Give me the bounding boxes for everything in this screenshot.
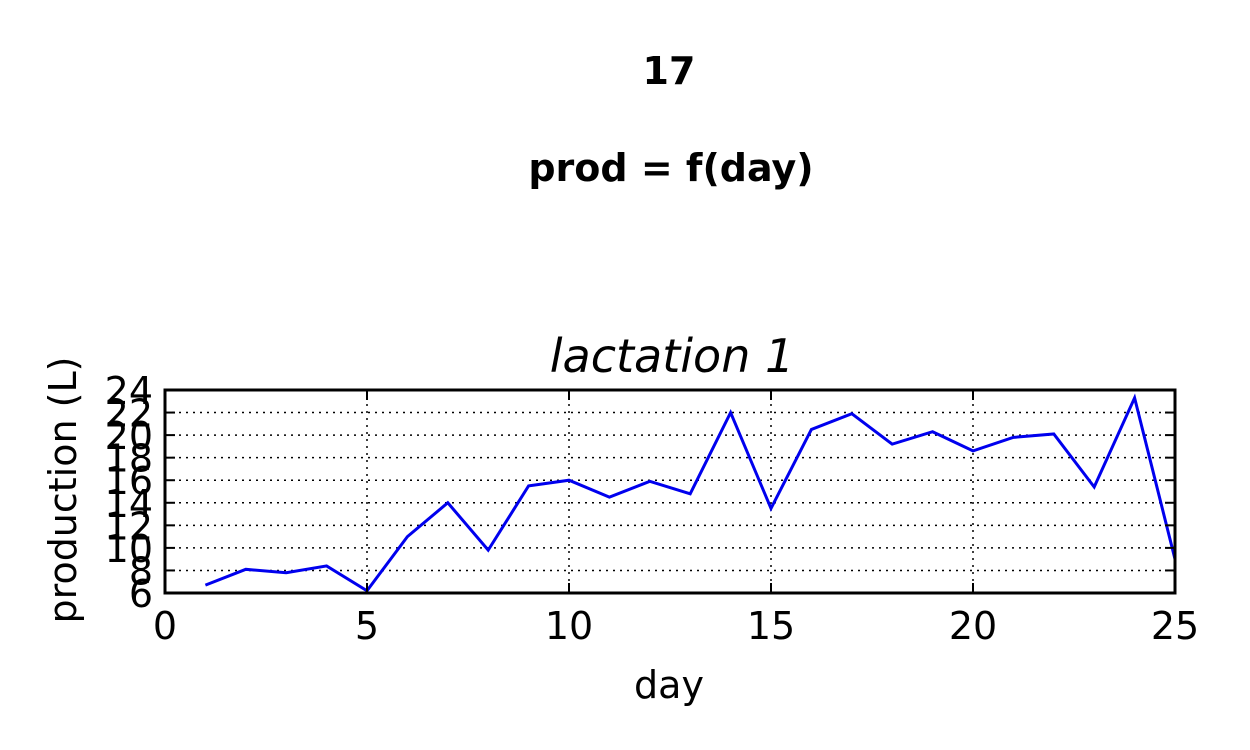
y-tick-label-7: 20 (105, 414, 153, 458)
y-tick-label-9: 24 (105, 369, 153, 413)
x-tick-label-1: 5 (355, 604, 379, 648)
y-tick-label-1: 8 (129, 549, 153, 593)
y-tick-label-5: 16 (105, 459, 153, 503)
y-tick-label-6: 18 (105, 437, 153, 481)
x-tick-label-2: 10 (545, 604, 593, 648)
y-tick-label-8: 22 (105, 392, 153, 436)
x-tick-label-3: 15 (747, 604, 795, 648)
x-axis-label: day (634, 663, 704, 707)
suptitle-line-1: 17 (643, 49, 696, 93)
plot-frame (163, 388, 1177, 595)
y-tick-label-2: 10 (105, 527, 153, 571)
y-tick-label-4: 14 (105, 482, 153, 526)
y-tick-label-3: 12 (105, 504, 153, 548)
x-tick-label-5: 25 (1151, 604, 1199, 648)
suptitle-line-2: prod = f(day) (528, 146, 813, 190)
x-tick-label-4: 20 (949, 604, 997, 648)
y-tick-label-0: 6 (129, 572, 153, 616)
x-tick-label-0: 0 (153, 604, 177, 648)
axes-title: lactation 1 (550, 329, 795, 383)
y-axis-label: production (L) (41, 357, 85, 624)
